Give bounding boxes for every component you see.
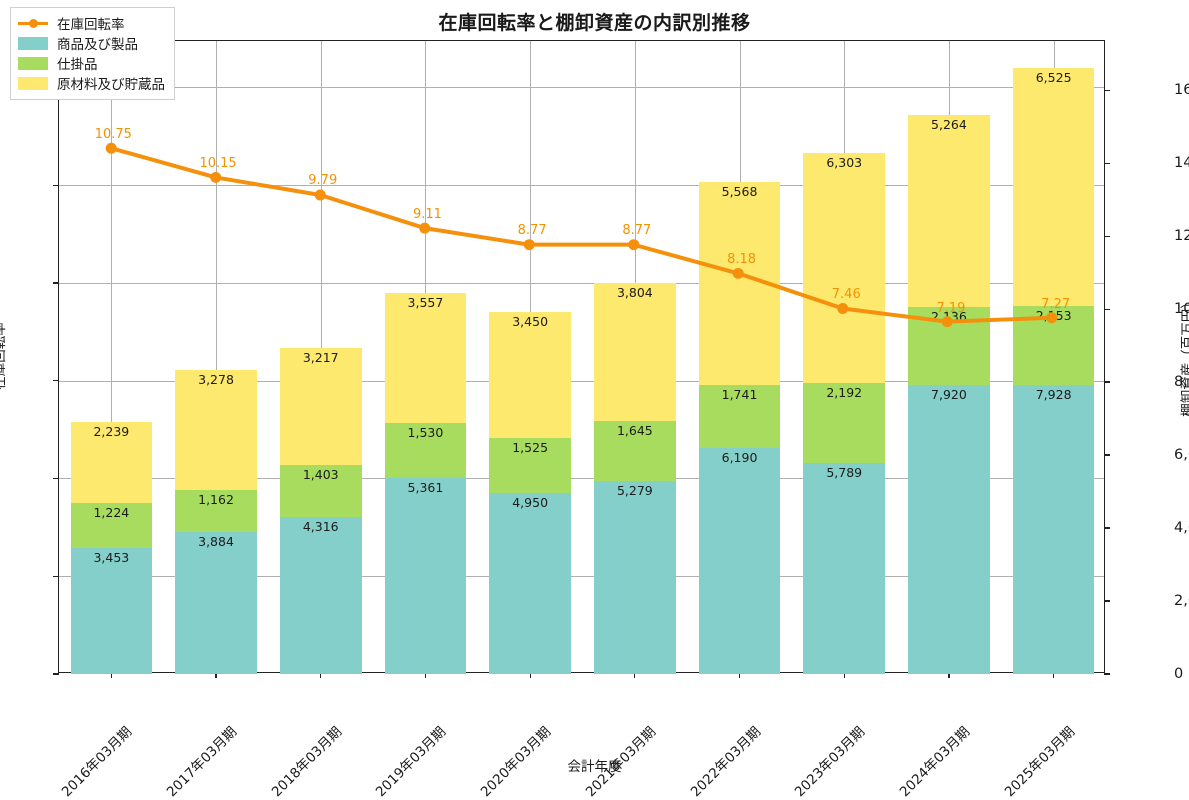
y-axis-right-tick-mark xyxy=(1104,308,1110,310)
gridline-vertical xyxy=(111,41,113,672)
gridline-horizontal xyxy=(59,478,1104,480)
y-axis-left-tick-mark xyxy=(53,282,59,284)
line-marker[interactable] xyxy=(1046,312,1058,324)
bar-segment[interactable]: 6,190 xyxy=(698,448,781,674)
legend-item-label: 仕掛品 xyxy=(57,57,98,73)
y-axis-right-tick-mark xyxy=(1104,527,1110,529)
bar-segment[interactable]: 3,804 xyxy=(594,282,676,422)
legend-item[interactable]: 商品及び製品 xyxy=(18,33,165,53)
line-marker[interactable] xyxy=(419,222,431,234)
y-axis-right-tick-mark xyxy=(1104,162,1110,164)
legend-item[interactable]: 在庫回転率 xyxy=(18,13,165,33)
y-axis-right-tick-mark xyxy=(1104,89,1110,91)
gridline-horizontal xyxy=(59,185,1104,187)
y-axis-left-tick-mark xyxy=(53,380,59,382)
legend-color-swatch-icon xyxy=(18,36,48,50)
bar-segment[interactable]: 3,884 xyxy=(175,532,257,674)
legend-item-label: 在庫回転率 xyxy=(57,17,125,33)
line-marker[interactable] xyxy=(941,316,953,328)
x-axis-tick-mark xyxy=(738,672,741,678)
line-value-label: 9.79 xyxy=(308,173,338,189)
bar-segment[interactable]: 3,217 xyxy=(279,347,362,466)
bar-segment[interactable]: 6,525 xyxy=(1012,68,1095,307)
line-value-label: 7.27 xyxy=(1041,296,1071,312)
y-axis-left-tick-mark xyxy=(53,673,59,675)
y-axis-left-tick-mark xyxy=(53,184,59,186)
legend-color-swatch-icon xyxy=(18,56,48,70)
x-axis-tick-mark xyxy=(424,672,427,678)
bar-segment[interactable]: 2,239 xyxy=(70,421,153,504)
line-marker[interactable] xyxy=(210,171,222,183)
plot-area: 02468101202,0004,0006,0008,00010,00012,0… xyxy=(53,40,1189,800)
y-axis-right-tick-label: 4,000 xyxy=(1174,520,1189,537)
x-axis-tick-mark xyxy=(843,672,845,678)
legend-item-label: 商品及び製品 xyxy=(57,37,138,53)
y-axis-right-tick-label: 16,000 xyxy=(1174,82,1189,99)
line-series-overlay xyxy=(105,142,1058,328)
legend-item[interactable]: 仕掛品 xyxy=(18,53,165,73)
x-axis-tick-mark xyxy=(529,672,531,678)
line-marker[interactable] xyxy=(314,189,326,201)
x-axis-tick-mark xyxy=(634,672,636,678)
legend-item[interactable]: 原材料及び貯蔵品 xyxy=(18,73,165,93)
line-value-label: 8.77 xyxy=(517,223,547,239)
gridline-vertical xyxy=(216,41,218,672)
y-axis-right-tick-label: 8,000 xyxy=(1174,374,1189,391)
gridline-horizontal xyxy=(59,576,1104,578)
y-axis-right-tick-mark xyxy=(1104,235,1110,237)
line-marker[interactable] xyxy=(105,142,117,154)
line-value-label: 10.15 xyxy=(199,155,237,171)
y-axis-right-tick-label: 14,000 xyxy=(1174,155,1189,172)
legend-color-swatch-icon xyxy=(18,76,48,90)
y-axis-right-tick-label: 12,000 xyxy=(1174,228,1189,245)
line-value-label: 8.18 xyxy=(727,252,757,268)
page-title: 在庫回転率と棚卸資産の内訳別推移 xyxy=(438,12,751,34)
y-axis-left-label: 在庫回転率 xyxy=(0,322,8,390)
line-value-label: 7.46 xyxy=(831,287,861,303)
line-path xyxy=(109,146,1054,324)
x-axis-tick-mark xyxy=(110,672,112,678)
line-value-label: 10.75 xyxy=(94,126,132,142)
x-axis-tick-mark xyxy=(1053,672,1055,678)
legend: 在庫回転率商品及び製品 仕掛品原材料及び貯蔵品 xyxy=(10,7,175,100)
y-axis-right-tick-label: 10,000 xyxy=(1174,301,1189,318)
y-axis-right-tick-label: 6,000 xyxy=(1174,447,1189,464)
y-axis-right-tick-mark xyxy=(1104,454,1110,456)
y-axis-right-tick-label: 2,000 xyxy=(1174,593,1189,610)
line-marker[interactable] xyxy=(523,239,535,251)
line-marker[interactable] xyxy=(732,267,744,279)
y-axis-right-tick-mark xyxy=(1104,600,1110,602)
line-marker[interactable] xyxy=(837,303,849,314)
gridline-horizontal xyxy=(59,380,1104,382)
line-marker[interactable] xyxy=(628,239,640,251)
y-axis-right-tick-label: 0 xyxy=(1174,666,1184,682)
bar-segment[interactable]: 6,303 xyxy=(803,152,886,383)
x-axis-tick-mark xyxy=(320,672,322,678)
bar-segment[interactable]: 5,789 xyxy=(803,462,886,674)
gridline-horizontal xyxy=(59,282,1104,284)
y-axis-left-tick-mark xyxy=(53,575,59,577)
legend-line-marker-icon xyxy=(18,17,48,30)
line-value-label: 8.77 xyxy=(622,223,652,239)
legend-item-label: 原材料及び貯蔵品 xyxy=(57,77,165,93)
x-axis-tick-mark xyxy=(948,672,950,678)
x-axis-tick-mark xyxy=(215,672,217,678)
line-value-label: 7.19 xyxy=(936,300,966,316)
y-axis-right-tick-mark xyxy=(1104,381,1110,383)
gridline-horizontal xyxy=(59,87,1104,89)
line-value-label: 9.11 xyxy=(412,206,442,222)
plot-inner: 02468101202,0004,0006,0008,00010,00012,0… xyxy=(53,41,1189,800)
y-axis-left-tick-mark xyxy=(53,477,59,480)
y-axis-right-tick-mark xyxy=(1104,673,1110,675)
x-axis-label: 会計年度 xyxy=(567,759,622,775)
y-axis-right-label: 棚卸資産（百万円） xyxy=(1180,295,1189,417)
